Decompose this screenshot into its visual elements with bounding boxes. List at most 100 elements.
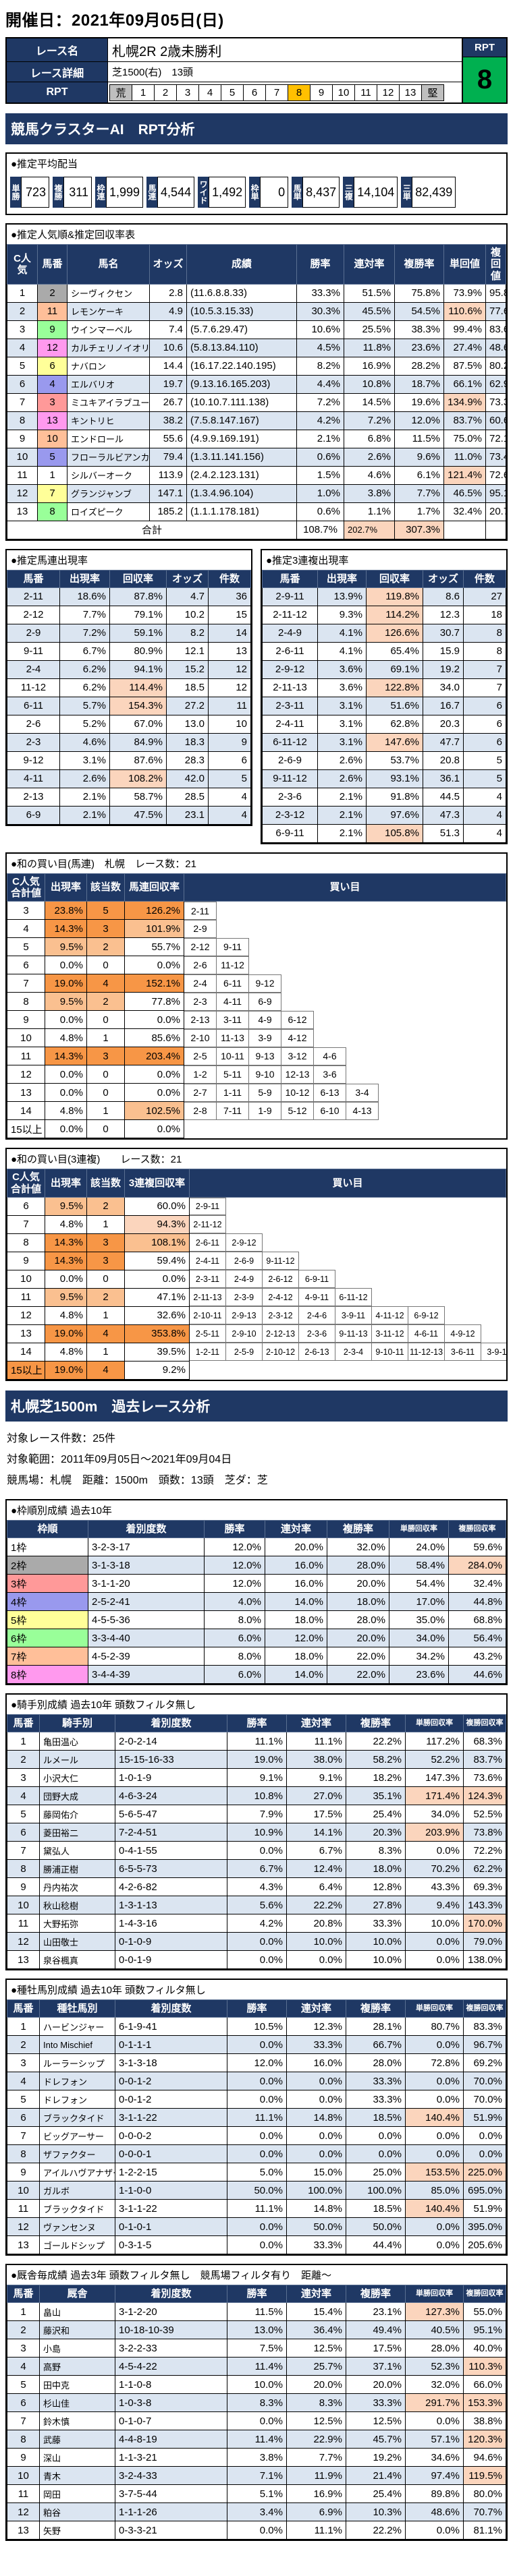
column-header: 馬番 (7, 569, 60, 588)
cell: 97.6% (366, 805, 423, 825)
cell: 55.6 (149, 429, 187, 448)
rpt-scale-cell[interactable]: 1 (132, 84, 155, 101)
table-row: 11 大野拓弥 1-4-3-16 4.2% 20.8% 33.3% 10.0% 170.0% (7, 1914, 506, 1933)
buy-cell: 10-12 (281, 1083, 314, 1102)
column-header: 件数 (463, 569, 506, 588)
table-row: 7 ビッグアーサー 0-0-0-2 0.0% 0.0% 0.0% 0.0% 0.0% (7, 2126, 506, 2146)
payout-value: 1,492 (209, 177, 246, 208)
rpt-scale-cell[interactable]: 2 (154, 84, 177, 101)
cell: 5 (86, 901, 125, 920)
cell: 18.0% (346, 1859, 406, 1879)
buy-cell: 9-11-13 (335, 1324, 372, 1343)
cell: 52.3% (405, 2357, 464, 2376)
table-row: 9-12 3.1% 87.6% 28.3 6 (7, 751, 251, 770)
cell: 13 (7, 2235, 40, 2255)
table-row: 13 19.0% 4 353.8% 2-5-11 2-9-10 2-12-13 2-3-6 9-… (7, 1324, 506, 1343)
rpt-scale-cell[interactable]: 13 (399, 84, 422, 101)
cell: 1 (7, 283, 38, 303)
sanrenpuku-table-box: ●推定3連複出現率 馬番 出現率 回収率 オッズ 件数 2-9-11 13.9% 119.8% 8… (261, 548, 508, 844)
buy-cell: 2-9-10 (225, 1324, 263, 1343)
cell: レモンケーキ (67, 301, 150, 321)
cell: (7.5.8.147.167) (186, 411, 297, 430)
stable-table-header-row: 馬番 厩舎 着別度数 勝率 連対率 複勝率 単勝回収率 複勝回収率 (7, 2285, 506, 2304)
cell: 11.8% (344, 338, 395, 357)
cell: 0.0% (405, 2411, 464, 2431)
table-row: 2-3-12 2.1% 97.6% 47.3 4 (262, 805, 506, 825)
cell: 2 (86, 1196, 125, 1216)
rpt-scale-cell[interactable]: 8 (288, 84, 310, 101)
cell: 0-0-0-1 (115, 2144, 227, 2164)
rpt-scale-cell[interactable]: 6 (243, 84, 266, 101)
table-row: 7 19.0% 4 152.1% 2-4 6-11 9-12 (7, 974, 506, 993)
cell: 2-9 (7, 623, 60, 643)
table-row: 14 4.8% 1 39.5% 1-2-11 2-5-9 2-10-12 2-6-13 2-3-… (7, 1342, 506, 1362)
cell: 55.7% (124, 937, 184, 957)
cell: 14 (7, 1342, 45, 1362)
cell: 20.8% (286, 1914, 346, 1933)
page-title: 開催日：2021年09月05日(日) (5, 11, 224, 30)
cell: 89.8% (405, 2484, 464, 2504)
cell: 26.7 (149, 392, 187, 412)
cell: 0.0% (124, 1119, 184, 1139)
cell: 19.2% (346, 2448, 406, 2467)
cell: 10.9% (227, 1823, 287, 1842)
table-row: 5 田中克 1-1-0-8 10.0% 20.0% 20.0% 32.0% 66.0% (7, 2375, 506, 2395)
cell: 6.0% (204, 1629, 265, 1648)
cell: 30.7 (423, 623, 464, 643)
rpt-scale-cell[interactable]: 堅 (421, 84, 444, 101)
column-header: 出現率 (59, 569, 110, 588)
rpt-scale-cell[interactable]: 10 (332, 84, 355, 101)
cell: 4-6-3-24 (115, 1786, 227, 1806)
cell: 52.5% (463, 1805, 506, 1824)
rpt-scale-cell[interactable]: 3 (176, 84, 199, 101)
past-info-line: 対象レース件数：25件 (7, 1432, 115, 1444)
cell: 13.0% (227, 2320, 287, 2340)
column-header: 回収率 (109, 569, 167, 588)
rpt-scale-cell[interactable]: 9 (310, 84, 333, 101)
cell: 2 (7, 301, 38, 321)
cell: 110.6% (443, 301, 486, 321)
cell: 7.2% (344, 411, 395, 430)
cell: 16.9% (286, 2484, 346, 2504)
cell: 70.2% (405, 1859, 464, 1879)
buy-cell: 2-3-6 (298, 1324, 335, 1343)
cell: 2 (86, 992, 125, 1012)
wa-sanren-table-box: ●和の買い目(3連複) レース数：21 C人気 合計値 出現率 該当数 3連複回収率 買い… (5, 1148, 508, 1381)
buy-cell: 2-11-13 (189, 1288, 226, 1307)
column-header: 単勝回収率 (405, 2285, 464, 2304)
rpt-scale-cell[interactable]: 11 (354, 84, 377, 101)
rpt-badge-label: RPT (463, 38, 506, 57)
cell: 27.2 (166, 696, 209, 715)
table-row: 2 ルメール 15-15-16-33 19.0% 38.0% 58.2% 52.2% 83.7… (7, 1750, 506, 1769)
cell: 8 (7, 992, 45, 1012)
column-header: 複勝率 (346, 2285, 406, 2304)
cell: 1.5% (296, 465, 344, 485)
cell: 11.1% (227, 1732, 287, 1751)
rpt-scale-cell[interactable]: 7 (265, 84, 288, 101)
cell: ドレフォン (39, 2072, 115, 2091)
buy-target-list: 1-2-11 2-5-9 2-10-12 2-6-13 2-3-4 9-10-11 11-1… (189, 1343, 506, 1362)
rpt-scale-cell[interactable]: 12 (377, 84, 400, 101)
buy-cell: 2-3-4 (335, 1343, 372, 1362)
payout-item: 馬連 4,544 (146, 177, 195, 208)
cell: 91.8% (366, 787, 423, 807)
table-row: 10 ガルボ 1-1-0-0 50.0% 100.0% 100.0% 85.0% 695.0% (7, 2181, 506, 2200)
column-header: 複勝回収率 (463, 1714, 506, 1733)
rpt-scale-cell[interactable]: 4 (198, 84, 221, 101)
cell: 39.5% (124, 1342, 190, 1362)
cell: 353.8% (124, 1324, 190, 1343)
table-row: 7枠 4-5-2-39 8.0% 18.0% 22.0% 34.2% 43.2% (7, 1647, 506, 1666)
column-header: 着別度数 (115, 1714, 227, 1733)
rpt-scale-cell[interactable]: 5 (221, 84, 244, 101)
buy-targets: 2-11-13 2-3-9 2-4-12 4-9-11 6-11-12 (189, 1288, 506, 1307)
cell: 3.1% (317, 714, 367, 734)
cell: 147.6% (366, 732, 423, 752)
cell: 2枠 (7, 1556, 88, 1575)
buy-target-list (190, 1361, 506, 1379)
cell: 6.8% (344, 429, 395, 448)
cell: 395.0% (463, 2217, 506, 2237)
rpt-scale-cell[interactable]: 荒 (109, 84, 132, 101)
cell: 18.5% (346, 2199, 406, 2219)
cell: 138.0% (463, 1950, 506, 1970)
column-header: 買い目 (189, 1169, 506, 1198)
